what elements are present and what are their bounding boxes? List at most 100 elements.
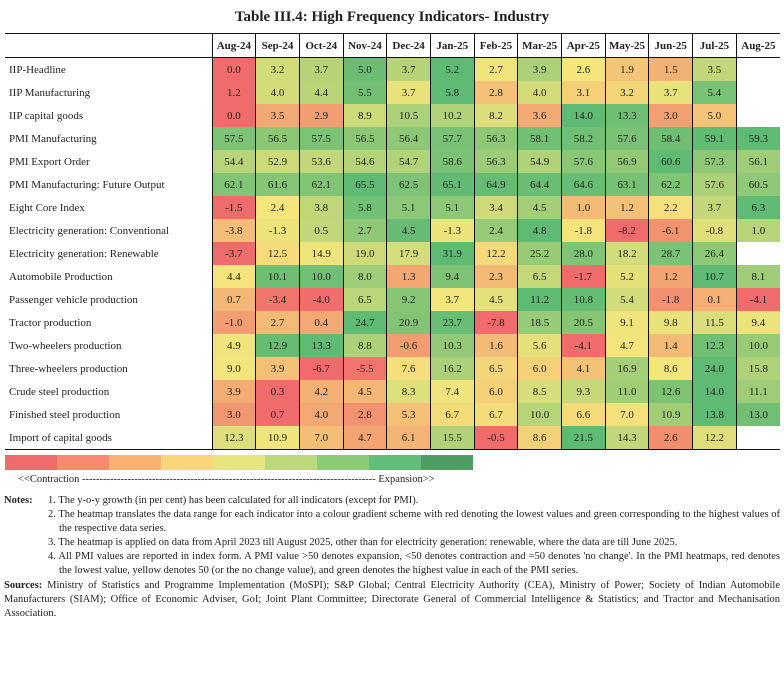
- value-cell: 10.9: [648, 403, 693, 426]
- value-cell: 2.4: [473, 219, 518, 242]
- indicator-label: PMI Export Order: [9, 155, 90, 168]
- value-cell: 4.0: [298, 403, 344, 426]
- value-cell: 1.9: [604, 57, 649, 81]
- value-cell: 8.2: [473, 104, 518, 127]
- value-cell: 59.1: [692, 127, 737, 150]
- value-cell: 3.2: [255, 57, 300, 81]
- value-cell: 4.8: [517, 219, 562, 242]
- value-cell: 5.8: [342, 196, 387, 219]
- value-cell: 8.8: [342, 334, 387, 357]
- indicator-label: Electricity generation: Conventional: [9, 224, 170, 237]
- value-cell: 4.0: [255, 81, 300, 104]
- table-row: PMI Manufacturing 57.5 56.5 57.5 56.5 56.4 57.…: [5, 127, 780, 150]
- value-cell: 28.0: [561, 242, 606, 265]
- value-cell: -6.7: [298, 357, 344, 380]
- value-cell: 54.6: [342, 150, 387, 173]
- value-cell: 11.5: [692, 311, 737, 334]
- value-cell: 12.2: [473, 242, 518, 265]
- value-cell: -1.8: [648, 288, 693, 311]
- value-cell: 2.8: [342, 403, 387, 426]
- value-cell: -3.8: [211, 219, 256, 242]
- table-row: Finished steel production 3.0 0.7 4.0 2.8 5.3…: [5, 403, 780, 426]
- value-cell: 57.3: [692, 150, 737, 173]
- value-cell: 4.7: [342, 426, 387, 450]
- heatmap-table: Aug-24 Sep-24 Oct-24 Nov-24 Dec-24 Jan-25 Feb-…: [5, 33, 780, 450]
- value-cell: 1.3: [386, 265, 431, 288]
- value-cell: 15.8: [735, 357, 780, 380]
- value-cell: 2.3: [473, 265, 518, 288]
- table-row: PMI Export Order 54.4 52.9 53.6 54.6 54.7 58.6…: [5, 150, 780, 173]
- value-cell: 3.8: [298, 196, 344, 219]
- value-cell: 2.8: [473, 81, 518, 104]
- indicator-label: IIP capital goods: [9, 109, 84, 122]
- value-cell: 9.1: [604, 311, 649, 334]
- value-cell: 0.0: [211, 104, 256, 127]
- value-cell: 57.6: [561, 150, 606, 173]
- value-cell: 12.3: [692, 334, 737, 357]
- value-cell: -4.1: [735, 288, 780, 311]
- value-cell: 3.1: [561, 81, 606, 104]
- value-cell: 19.0: [342, 242, 387, 265]
- indicator-label: Finished steel production: [9, 408, 121, 421]
- legend-swatch: [109, 455, 161, 470]
- value-cell: 9.8: [648, 311, 693, 334]
- table-row: Tractor production -1.0 2.7 0.4 24.7 20.9 23.7…: [5, 311, 780, 334]
- table-row: Automobile Production 4.4 10.1 10.0 8.0 1.3 9.…: [5, 265, 780, 288]
- month-header: May-25: [604, 33, 649, 58]
- value-cell: 10.0: [298, 265, 344, 288]
- value-cell: -0.8: [692, 219, 737, 242]
- value-cell: [735, 426, 780, 450]
- value-cell: 7.6: [386, 357, 431, 380]
- value-cell: 7.0: [298, 426, 344, 450]
- value-cell: 57.5: [298, 127, 344, 150]
- value-cell: 12.3: [211, 426, 256, 450]
- value-cell: 54.7: [386, 150, 431, 173]
- value-cell: 3.7: [386, 57, 431, 81]
- value-cell: 10.1: [255, 265, 300, 288]
- table-row: IIP capital goods 0.0 3.5 2.9 8.9 10.5 10.2 8.2…: [5, 104, 780, 127]
- indicator-header: [5, 33, 212, 58]
- value-cell: 1.2: [648, 265, 693, 288]
- value-cell: 16.9: [604, 357, 649, 380]
- value-cell: 3.5: [692, 57, 737, 81]
- month-header: Jun-25: [648, 33, 693, 58]
- value-cell: 59.3: [735, 127, 780, 150]
- value-cell: -8.2: [604, 219, 649, 242]
- legend-swatch: [421, 455, 473, 470]
- value-cell: -1.7: [561, 265, 606, 288]
- value-cell: 2.4: [255, 196, 300, 219]
- value-cell: 10.8: [561, 288, 606, 311]
- value-cell: 17.9: [386, 242, 431, 265]
- value-cell: -1.8: [561, 219, 606, 242]
- value-cell: 0.7: [255, 403, 300, 426]
- indicator-label: Electricity generation: Renewable: [9, 247, 159, 260]
- value-cell: 2.9: [298, 104, 344, 127]
- value-cell: 3.7: [648, 81, 693, 104]
- value-cell: 58.6: [429, 150, 475, 173]
- value-cell: 4.2: [298, 380, 344, 403]
- value-cell: -1.0: [211, 311, 256, 334]
- value-cell: 64.9: [473, 173, 518, 196]
- value-cell: 3.5: [255, 104, 300, 127]
- month-header: Mar-25: [517, 33, 562, 58]
- value-cell: -3.4: [255, 288, 300, 311]
- month-header: Oct-24: [298, 33, 344, 58]
- indicator-label: Passenger vehicle production: [9, 293, 138, 306]
- value-cell: 25.2: [517, 242, 562, 265]
- value-cell: 3.0: [211, 403, 256, 426]
- value-cell: 4.7: [604, 334, 649, 357]
- value-cell: 3.9: [211, 380, 256, 403]
- value-cell: 10.5: [386, 104, 431, 127]
- value-cell: 14.0: [692, 380, 737, 403]
- table-row: Electricity generation: Renewable -3.7 12.…: [5, 242, 780, 265]
- value-cell: 2.7: [473, 57, 518, 81]
- value-cell: 1.5: [648, 57, 693, 81]
- value-cell: 4.5: [473, 288, 518, 311]
- value-cell: 60.6: [648, 150, 693, 173]
- value-cell: -7.8: [473, 311, 518, 334]
- value-cell: 11.0: [604, 380, 649, 403]
- value-cell: 6.0: [473, 380, 518, 403]
- legend-swatch: [369, 455, 421, 470]
- value-cell: 13.0: [735, 403, 780, 426]
- value-cell: 5.4: [604, 288, 649, 311]
